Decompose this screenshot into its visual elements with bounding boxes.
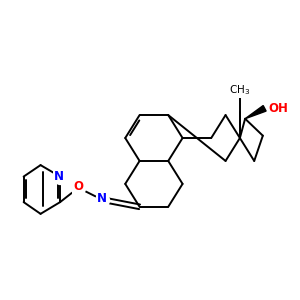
Text: OH: OH (268, 102, 288, 115)
Text: O: O (73, 180, 83, 193)
Polygon shape (245, 106, 266, 119)
Text: CH$_3$: CH$_3$ (229, 83, 250, 97)
Text: N: N (54, 170, 64, 183)
Text: N: N (97, 192, 107, 205)
